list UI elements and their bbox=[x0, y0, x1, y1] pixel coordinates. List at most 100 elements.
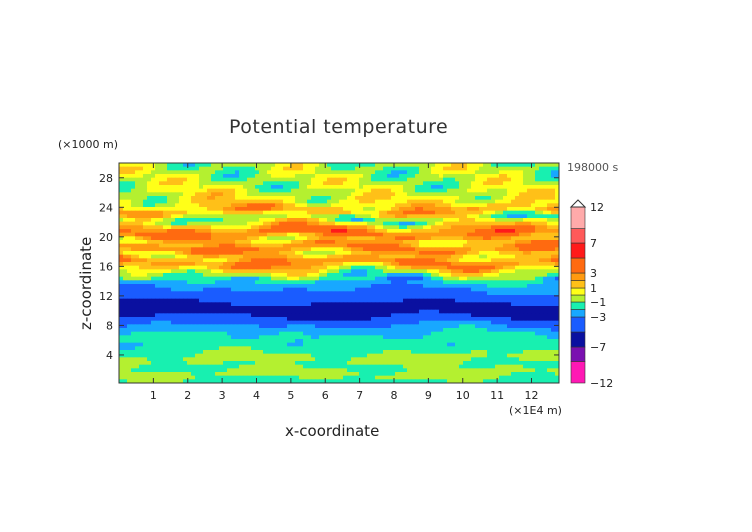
contour-cell bbox=[511, 181, 516, 186]
contour-cell bbox=[479, 214, 484, 219]
contour-cell bbox=[343, 254, 348, 259]
contour-cell bbox=[279, 232, 284, 237]
contour-cell bbox=[459, 262, 464, 267]
contour-cell bbox=[311, 218, 316, 223]
contour-cell bbox=[275, 258, 280, 263]
contour-cell bbox=[291, 236, 296, 241]
contour-cell bbox=[155, 188, 160, 193]
contour-cell bbox=[463, 309, 468, 314]
contour-cell bbox=[267, 236, 272, 241]
contour-cell bbox=[459, 287, 464, 292]
contour-cell bbox=[495, 295, 500, 300]
contour-cell bbox=[179, 185, 184, 190]
contour-cell bbox=[487, 214, 492, 219]
contour-cell bbox=[547, 284, 552, 289]
contour-cell bbox=[471, 276, 476, 281]
contour-cell bbox=[427, 317, 432, 322]
contour-cell bbox=[219, 218, 224, 223]
contour-cell bbox=[507, 298, 512, 303]
contour-cell bbox=[455, 232, 460, 237]
contour-cell bbox=[379, 324, 384, 329]
contour-cell bbox=[483, 188, 488, 193]
contour-cell bbox=[535, 240, 540, 245]
contour-cell bbox=[531, 210, 536, 215]
contour-cell bbox=[359, 196, 364, 201]
contour-cell bbox=[543, 166, 548, 171]
contour-cell bbox=[515, 218, 520, 223]
contour-cell bbox=[507, 287, 512, 292]
contour-cell bbox=[219, 207, 224, 212]
contour-cell bbox=[195, 207, 200, 212]
contour-cell bbox=[543, 247, 548, 252]
contour-cell bbox=[339, 251, 344, 256]
contour-cell bbox=[355, 258, 360, 263]
contour-cell bbox=[163, 320, 168, 325]
contour-cell bbox=[423, 302, 428, 307]
contour-cell bbox=[363, 221, 368, 226]
contour-cell bbox=[175, 163, 180, 168]
contour-cell bbox=[419, 284, 424, 289]
contour-cell bbox=[299, 258, 304, 263]
contour-cell bbox=[471, 247, 476, 252]
contour-cell bbox=[223, 273, 228, 278]
contour-cell bbox=[199, 221, 204, 226]
contour-cell bbox=[283, 166, 288, 171]
contour-cell bbox=[431, 258, 436, 263]
contour-cell bbox=[391, 229, 396, 234]
contour-cell bbox=[307, 207, 312, 212]
contour-cell bbox=[483, 258, 488, 263]
contour-cell bbox=[259, 284, 264, 289]
contour-cell bbox=[287, 203, 292, 208]
contour-cell bbox=[419, 258, 424, 263]
contour-cell bbox=[275, 273, 280, 278]
contour-cell bbox=[555, 295, 560, 300]
contour-cell bbox=[227, 166, 232, 171]
contour-cell bbox=[475, 287, 480, 292]
contour-cell bbox=[331, 181, 336, 186]
contour-cell bbox=[435, 273, 440, 278]
contour-cell bbox=[487, 324, 492, 329]
contour-cell bbox=[435, 214, 440, 219]
contour-cell bbox=[135, 273, 140, 278]
contour-cell bbox=[503, 221, 508, 226]
contour-cell bbox=[347, 170, 352, 175]
contour-cell bbox=[223, 313, 228, 318]
contour-cell bbox=[131, 280, 136, 285]
contour-cell bbox=[395, 302, 400, 307]
contour-cell bbox=[291, 262, 296, 267]
contour-cell bbox=[391, 313, 396, 318]
contour-cell bbox=[303, 210, 308, 215]
contour-cell bbox=[287, 218, 292, 223]
contour-cell bbox=[531, 185, 536, 190]
contour-cell bbox=[539, 302, 544, 307]
contour-cell bbox=[351, 291, 356, 296]
contour-cell bbox=[283, 262, 288, 267]
contour-cell bbox=[167, 192, 172, 197]
contour-cell bbox=[287, 225, 292, 230]
contour-cell bbox=[435, 276, 440, 281]
contour-cell bbox=[327, 306, 332, 311]
contour-cell bbox=[287, 185, 292, 190]
contour-cell bbox=[187, 229, 192, 234]
contour-cell bbox=[235, 170, 240, 175]
contour-cell bbox=[151, 196, 156, 201]
contour-cell bbox=[451, 177, 456, 182]
contour-cell bbox=[531, 240, 536, 245]
contour-cell bbox=[547, 210, 552, 215]
contour-cell bbox=[167, 295, 172, 300]
contour-cell bbox=[499, 295, 504, 300]
contour-cell bbox=[187, 309, 192, 314]
contour-cell bbox=[151, 251, 156, 256]
contour-cell bbox=[191, 258, 196, 263]
contour-cell bbox=[159, 232, 164, 237]
contour-cell bbox=[279, 298, 284, 303]
contour-cell bbox=[339, 273, 344, 278]
contour-cell bbox=[435, 302, 440, 307]
contour-cell bbox=[123, 229, 128, 234]
contour-cell bbox=[335, 218, 340, 223]
contour-cell bbox=[363, 269, 368, 274]
contour-cell bbox=[447, 287, 452, 292]
contour-cell bbox=[435, 199, 440, 204]
contour-cell bbox=[271, 188, 276, 193]
contour-cell bbox=[491, 269, 496, 274]
